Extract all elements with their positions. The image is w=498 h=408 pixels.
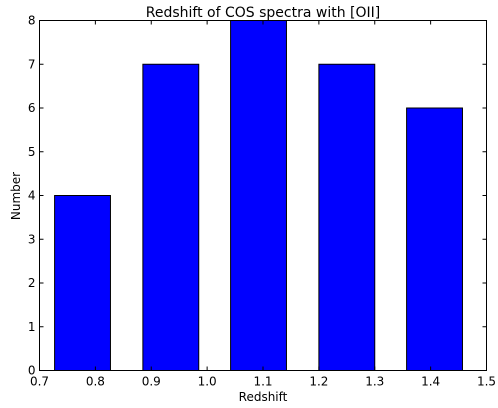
bar-5 (406, 107, 463, 371)
bar-2 (142, 63, 200, 371)
y-tick-label: 0 (28, 364, 36, 378)
y-tick-label: 4 (28, 189, 36, 203)
x-tick-label: 1.3 (365, 375, 384, 389)
x-tick-label: 0.9 (142, 375, 161, 389)
y-tick-label: 8 (28, 14, 36, 28)
bar-3 (230, 20, 287, 371)
y-tick-label: 5 (28, 145, 36, 159)
y-tick-label: 1 (28, 320, 36, 334)
y-tick-label: 7 (28, 57, 36, 71)
x-tick-label: 0.7 (30, 375, 49, 389)
chart-title: Redshift of COS spectra with [OII] (146, 5, 380, 21)
y-tick-label: 3 (28, 232, 36, 246)
x-tick-label: 1.1 (253, 375, 272, 389)
x-tick-label: 1.4 (421, 375, 440, 389)
y-axis-title: Number (9, 172, 23, 220)
y-tick-label: 6 (28, 101, 36, 115)
x-tick-label: 0.8 (86, 375, 105, 389)
ticks-layer: 0.7 0.8 0.9 1.0 1.1 1.2 1.3 1.4 1.5 0 1 2 3 4 5 6 7 8 (28, 14, 496, 389)
bar-4 (318, 63, 376, 371)
x-tick-label: 1.2 (309, 375, 328, 389)
x-tick-label: 1.5 (477, 375, 496, 389)
x-axis-title: Redshift (239, 390, 288, 404)
x-tick-label: 1.0 (198, 375, 217, 389)
y-tick-label: 2 (28, 276, 36, 290)
bars-layer (54, 20, 463, 371)
bar-1 (54, 195, 111, 371)
plot-frame (39, 20, 487, 371)
